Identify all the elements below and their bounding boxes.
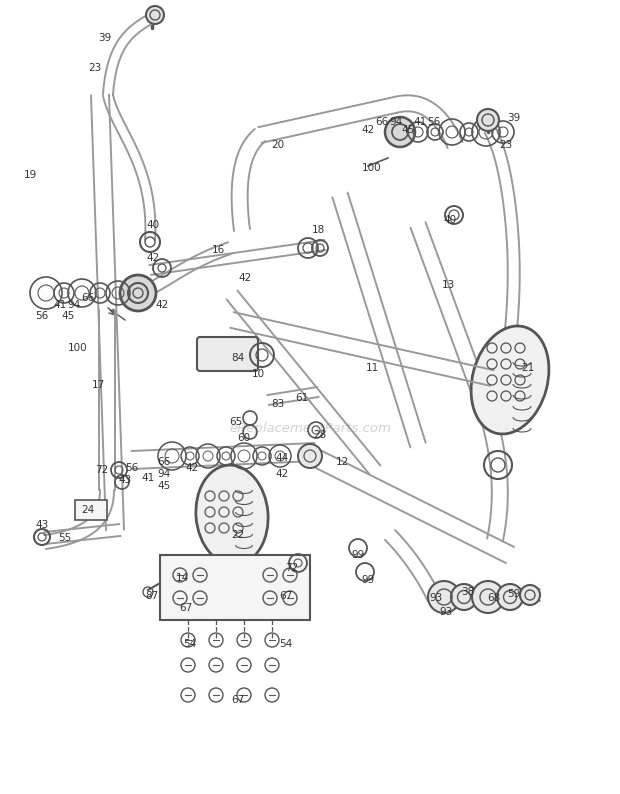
Text: 23: 23: [89, 63, 102, 73]
Text: 99: 99: [361, 575, 374, 585]
Text: 42: 42: [238, 273, 252, 283]
Circle shape: [451, 584, 477, 610]
Text: 100: 100: [68, 343, 88, 353]
Bar: [75, 500, 107, 520]
Text: 24: 24: [81, 505, 95, 515]
Text: 18: 18: [311, 225, 325, 235]
Circle shape: [385, 117, 415, 147]
Text: 13: 13: [441, 280, 454, 290]
Text: 66: 66: [81, 293, 95, 303]
Text: 83: 83: [272, 399, 285, 409]
Text: 84: 84: [231, 353, 245, 363]
Text: 43: 43: [118, 475, 131, 485]
Text: 42: 42: [146, 253, 159, 263]
Text: 93: 93: [440, 607, 453, 617]
Text: 59: 59: [507, 589, 521, 599]
Text: 42: 42: [185, 463, 198, 473]
Text: 65: 65: [229, 417, 242, 427]
Text: 60: 60: [237, 433, 250, 443]
Text: 45: 45: [401, 125, 415, 135]
Text: 100: 100: [362, 163, 382, 173]
Text: 55: 55: [58, 533, 72, 543]
Text: 94: 94: [157, 469, 170, 479]
Text: 39: 39: [507, 113, 521, 123]
Text: 20: 20: [272, 140, 285, 150]
Text: 28: 28: [313, 430, 327, 440]
Circle shape: [472, 581, 504, 613]
Text: 43: 43: [35, 520, 48, 530]
Text: 54: 54: [280, 639, 293, 649]
Text: 10: 10: [252, 369, 265, 379]
Text: 61: 61: [295, 393, 309, 403]
Text: 14: 14: [175, 573, 188, 583]
Text: 54: 54: [184, 639, 197, 649]
Text: 42: 42: [156, 300, 169, 310]
Text: 41: 41: [53, 300, 66, 310]
Text: 45: 45: [157, 481, 170, 491]
Ellipse shape: [196, 465, 268, 565]
Text: 56: 56: [35, 311, 48, 321]
Circle shape: [520, 585, 540, 605]
Text: 94: 94: [389, 117, 402, 127]
Ellipse shape: [471, 326, 549, 434]
Text: 40: 40: [443, 215, 456, 225]
Text: 44: 44: [275, 453, 289, 463]
Text: 41: 41: [414, 117, 427, 127]
Text: 93: 93: [430, 593, 443, 603]
Text: 94: 94: [68, 300, 81, 310]
Text: 67: 67: [179, 603, 193, 613]
Text: 72: 72: [285, 563, 299, 573]
FancyBboxPatch shape: [197, 337, 258, 371]
Text: 56: 56: [427, 117, 441, 127]
Text: 42: 42: [361, 125, 374, 135]
Bar: [160, 555, 310, 620]
Text: 66: 66: [157, 457, 170, 467]
Text: eReplacementParts.com: eReplacementParts.com: [229, 422, 391, 435]
Text: 39: 39: [99, 33, 112, 43]
Text: 17: 17: [91, 380, 105, 390]
Circle shape: [497, 584, 523, 610]
Circle shape: [477, 109, 499, 131]
Text: 16: 16: [211, 245, 224, 255]
Text: 67: 67: [280, 591, 293, 601]
Text: 67: 67: [231, 695, 245, 705]
Text: 40: 40: [146, 220, 159, 230]
Circle shape: [120, 275, 156, 311]
Text: 11: 11: [365, 363, 379, 373]
Text: 41: 41: [141, 473, 154, 483]
Circle shape: [428, 581, 460, 613]
Text: 45: 45: [61, 311, 74, 321]
Text: 22: 22: [231, 530, 245, 540]
Circle shape: [298, 444, 322, 468]
Text: 23: 23: [499, 140, 513, 150]
Text: 38: 38: [461, 587, 475, 597]
Text: 99: 99: [352, 550, 365, 560]
Text: 12: 12: [335, 457, 348, 467]
Circle shape: [146, 6, 164, 24]
Text: 87: 87: [145, 591, 159, 601]
Text: 42: 42: [275, 469, 289, 479]
Text: 21: 21: [521, 363, 534, 373]
Text: 66: 66: [375, 117, 389, 127]
Text: 68: 68: [487, 593, 500, 603]
Text: 19: 19: [24, 170, 37, 180]
Text: 56: 56: [125, 463, 139, 473]
Text: 72: 72: [95, 465, 108, 475]
